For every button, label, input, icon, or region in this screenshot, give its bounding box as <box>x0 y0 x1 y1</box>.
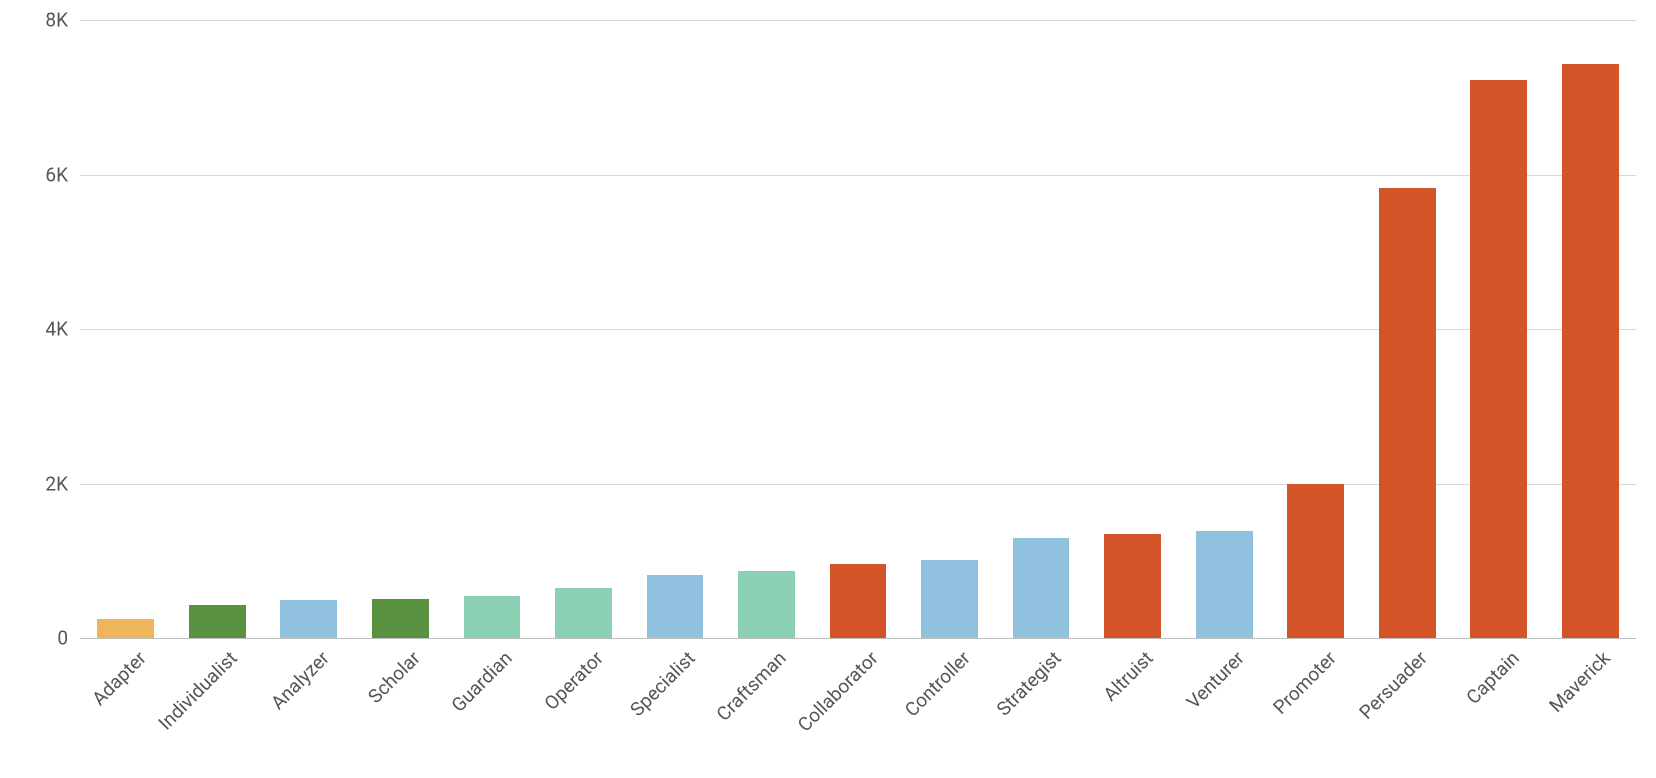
bar <box>1379 188 1436 638</box>
bar-slot: Operator <box>538 20 630 638</box>
bar-slot: Altruist <box>1087 20 1179 638</box>
bar-slot: Persuader <box>1361 20 1453 638</box>
xtick-label: Persuader <box>1346 638 1432 724</box>
xtick-label: Captain <box>1453 638 1524 709</box>
bar-slot: Controller <box>904 20 996 638</box>
xtick-label: Specialist <box>617 638 700 721</box>
ytick-label: 4K <box>45 318 68 341</box>
xtick-label: Operator <box>531 638 608 715</box>
bar-slot: Collaborator <box>812 20 904 638</box>
xtick-label: Promoter <box>1260 638 1341 719</box>
ytick-label: 0 <box>57 627 68 650</box>
bar-slot: Scholar <box>355 20 447 638</box>
bar <box>1013 538 1070 638</box>
bar-slot: Venturer <box>1178 20 1270 638</box>
bar-slot: Captain <box>1453 20 1545 638</box>
ytick-label: 8K <box>45 9 68 32</box>
bar <box>738 571 795 638</box>
bar-chart: AdapterIndividualistAnalyzerScholarGuard… <box>0 0 1656 778</box>
bar <box>647 575 704 638</box>
bar-slot: Craftsman <box>721 20 813 638</box>
xtick-label: Venturer <box>1173 638 1248 713</box>
bar-slot: Strategist <box>995 20 1087 638</box>
bar <box>555 588 612 638</box>
xtick-label: Strategist <box>983 638 1065 720</box>
xtick-label: Scholar <box>355 638 425 708</box>
bar-slot: Specialist <box>629 20 721 638</box>
bar <box>1104 534 1161 638</box>
bar <box>1470 80 1527 638</box>
xtick-label: Analyzer <box>257 638 333 714</box>
bar-slot: Analyzer <box>263 20 355 638</box>
bar-slot: Promoter <box>1270 20 1362 638</box>
ytick-label: 6K <box>45 163 68 186</box>
xtick-label: Maverick <box>1536 638 1615 717</box>
bar <box>97 619 154 638</box>
xtick-label: Craftsman <box>704 638 792 726</box>
ytick-label: 2K <box>45 472 68 495</box>
bar <box>372 599 429 638</box>
bar-slot: Guardian <box>446 20 538 638</box>
xtick-label: Controller <box>891 638 974 721</box>
plot-area: AdapterIndividualistAnalyzerScholarGuard… <box>80 20 1636 639</box>
xtick-label: Adapter <box>78 638 150 710</box>
bar <box>1287 484 1344 639</box>
bar <box>1562 64 1619 638</box>
bar <box>830 564 887 638</box>
xtick-label: Individualist <box>145 638 242 735</box>
bar <box>464 596 521 638</box>
bar-slot: Adapter <box>80 20 172 638</box>
xtick-label: Collaborator <box>784 638 882 736</box>
bar-slot: Individualist <box>172 20 264 638</box>
xtick-label: Altruist <box>1090 638 1158 706</box>
bar <box>921 560 978 638</box>
bar-slot: Maverick <box>1545 20 1637 638</box>
bar <box>189 605 246 638</box>
xtick-label: Guardian <box>438 638 517 717</box>
bar <box>1196 531 1253 638</box>
bars-container: AdapterIndividualistAnalyzerScholarGuard… <box>80 20 1636 638</box>
bar <box>280 600 337 638</box>
